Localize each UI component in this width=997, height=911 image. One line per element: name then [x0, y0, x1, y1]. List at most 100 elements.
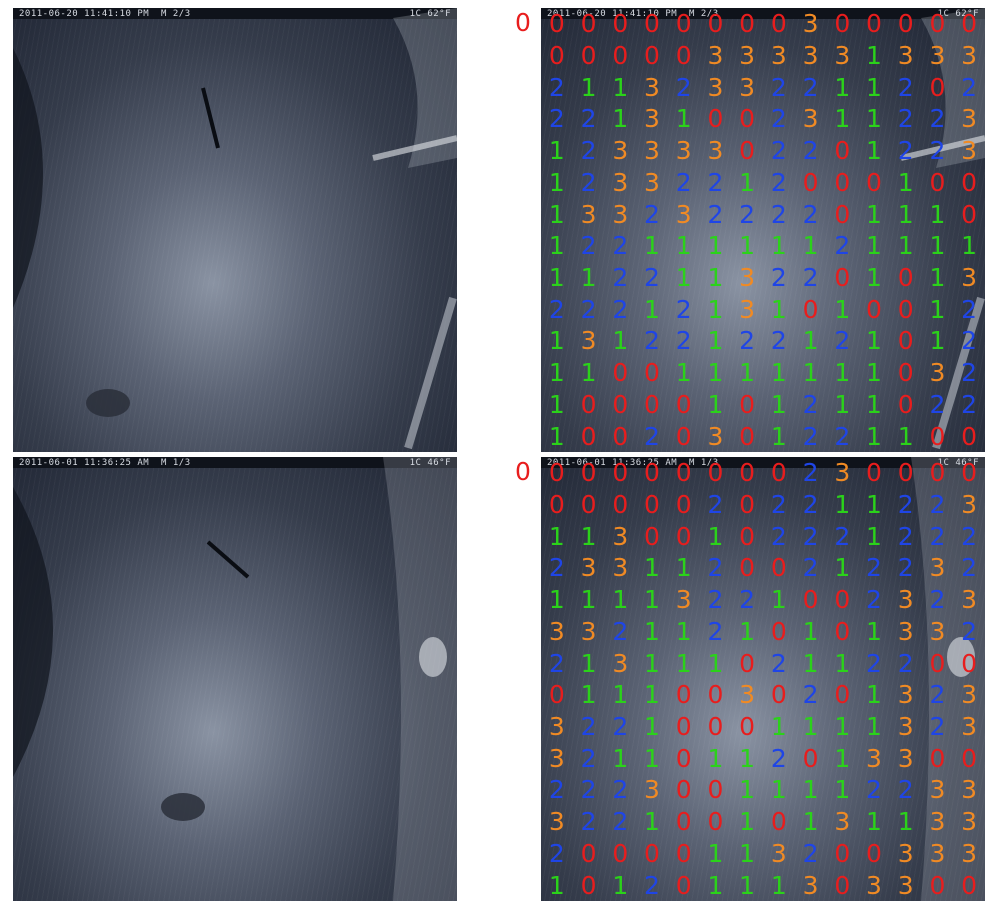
grid-cell: 2	[897, 104, 914, 134]
grid-cell: 0	[802, 294, 819, 324]
grid-cell: 1	[675, 263, 692, 293]
grid-cell: 2	[866, 648, 882, 678]
corner-label: 0	[515, 8, 531, 37]
grid-cell: 1	[580, 358, 597, 388]
grid-cell: 2	[770, 263, 787, 293]
grid-cell: 0	[929, 167, 946, 197]
grid-cell: 0	[612, 490, 629, 520]
grid-cell: 2	[770, 167, 787, 197]
grid-cell: 2	[929, 521, 946, 551]
grid-cell: 3	[707, 421, 724, 451]
grid-cell: 1	[866, 490, 882, 520]
grid-cell: 3	[897, 680, 914, 710]
grid-cell: 3	[675, 199, 692, 229]
grid-cell: 1	[612, 680, 629, 710]
grid-cell: 2	[770, 199, 787, 229]
grid-cell: 1	[929, 294, 946, 324]
grid-cell: 0	[961, 167, 978, 197]
grid-cell: 1	[802, 648, 819, 678]
grid-cell: 1	[707, 294, 724, 324]
grid-cell: 2	[770, 136, 787, 166]
grid-cell: 1	[866, 712, 882, 742]
corner-label: 0	[515, 457, 531, 486]
grid-cell: 0	[866, 838, 882, 868]
grid-cell: 2	[961, 616, 978, 646]
grid-cell: 2	[961, 72, 978, 102]
grid-cell: 0	[675, 838, 692, 868]
grid-cell: 0	[612, 358, 629, 388]
grid-cell: 3	[929, 838, 946, 868]
grid-cell: 0	[644, 389, 660, 419]
grid-cell: 0	[897, 326, 914, 356]
grid-cell: 0	[675, 712, 692, 742]
grid-cell: 2	[548, 553, 565, 583]
grid-cell: 2	[612, 712, 629, 742]
grid-cell: 1	[644, 712, 660, 742]
grid-cell: 0	[770, 553, 787, 583]
grid-cell: 2	[675, 167, 692, 197]
grid-cell: 2	[897, 490, 914, 520]
grid-cell: 2	[961, 521, 978, 551]
grid-cell: 0	[897, 9, 914, 39]
grid-cell: 1	[675, 553, 692, 583]
grid-cell: 3	[644, 104, 660, 134]
grid-cell: 0	[961, 199, 978, 229]
grid-cell: 1	[834, 104, 851, 134]
grid-cell: 0	[612, 41, 629, 71]
grid-cell: 1	[739, 807, 756, 837]
grid-cell: 0	[675, 389, 692, 419]
grid-cell: 0	[834, 870, 851, 900]
grid-cell: 1	[739, 838, 756, 868]
grid-cell: 0	[961, 870, 978, 900]
grid-cell: 2	[897, 136, 914, 166]
grid-cell: 0	[834, 136, 851, 166]
grid-cell: 2	[929, 585, 946, 615]
grid-cell: 2	[802, 263, 819, 293]
grid-cell: 3	[580, 199, 597, 229]
grid-cell: 0	[580, 870, 597, 900]
grid-cell: 0	[644, 838, 660, 868]
grid-cell: 3	[961, 263, 978, 293]
grid-cell: 3	[961, 136, 978, 166]
grid-cell: 0	[770, 807, 787, 837]
grid-cell: 1	[866, 263, 882, 293]
grid-cell: 2	[580, 807, 597, 837]
grid-cell: 0	[739, 712, 756, 742]
grid-cell: 0	[644, 490, 660, 520]
grid-cell: 3	[644, 167, 660, 197]
grid-cell: 3	[929, 775, 946, 805]
grid-cell: 1	[675, 648, 692, 678]
grid-cell: 2	[929, 104, 946, 134]
grid-cell: 3	[802, 9, 819, 39]
grid-cell: 2	[548, 104, 565, 134]
grid-cell: 2	[675, 72, 692, 102]
grid-cell: 1	[707, 263, 724, 293]
grid-cell: 3	[612, 199, 629, 229]
grid-cell: 2	[929, 136, 946, 166]
grid-cell: 0	[707, 680, 724, 710]
grid-cell: 3	[739, 41, 756, 71]
grid-cell: 0	[897, 263, 914, 293]
grid-cell: 0	[707, 458, 724, 488]
grid-cell: 0	[644, 521, 660, 551]
grid-cell: 1	[897, 421, 914, 451]
grid-cell: 1	[834, 490, 851, 520]
grid-cell: 0	[834, 9, 851, 39]
grid-cell: 0	[739, 136, 756, 166]
grid-cell: 0	[961, 9, 978, 39]
grid-cell: 1	[644, 743, 660, 773]
timestamp-bar	[13, 457, 457, 468]
grid-cell: 2	[580, 743, 597, 773]
grid-cell: 0	[834, 167, 851, 197]
grid-cell: 3	[961, 104, 978, 134]
grid-cell: 3	[802, 41, 819, 71]
grid-cell: 2	[739, 585, 756, 615]
grid-cell: 1	[739, 743, 756, 773]
grid-cell: 0	[739, 421, 756, 451]
grid-cell: 0	[961, 421, 978, 451]
grid-cell: 1	[802, 775, 819, 805]
grid-cell: 1	[739, 616, 756, 646]
grid-cell: 3	[897, 838, 914, 868]
grid-cell: 0	[644, 358, 660, 388]
grid-cell: 3	[961, 585, 978, 615]
